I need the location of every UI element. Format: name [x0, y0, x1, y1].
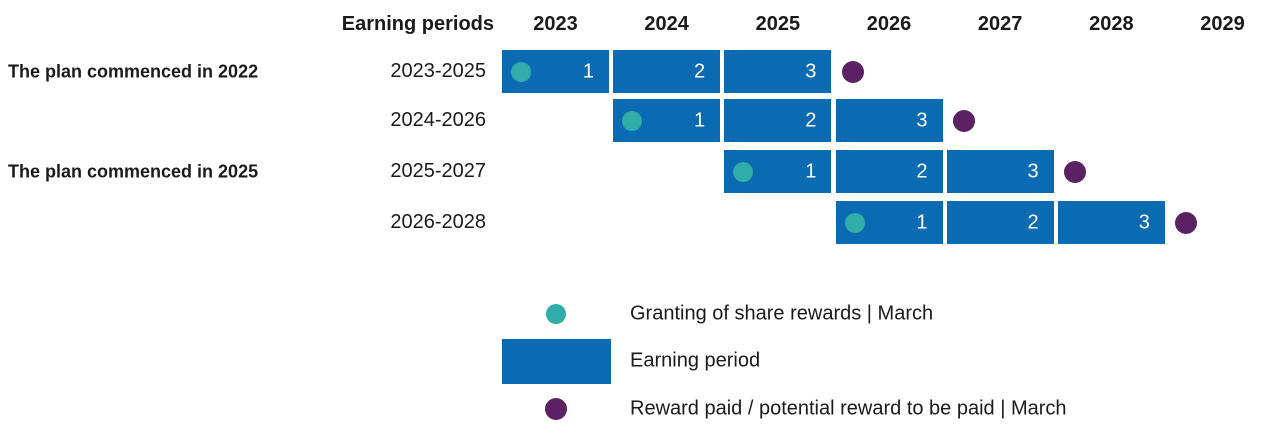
earning-bar-segment: 1 — [835, 201, 943, 244]
legend-item-label: Reward paid / potential reward to be pai… — [630, 397, 1067, 420]
year-label: 2025 — [755, 13, 801, 35]
bar-segment-number: 1 — [694, 109, 706, 131]
earning-bar-segment: 3 — [1057, 201, 1165, 244]
earning-bar-segment: 3 — [946, 150, 1054, 193]
earning-bar-segment: 2 — [724, 99, 832, 142]
legend-reward-dot-icon — [545, 398, 567, 420]
earning-bar-segment: 1 — [724, 150, 832, 193]
bar-segment-number: 3 — [1027, 160, 1039, 182]
year-label: 2029 — [1200, 13, 1245, 35]
legend-earning-bar-swatch — [502, 338, 611, 384]
bar-segment-number: 3 — [916, 109, 928, 131]
year-label: 2026 — [866, 13, 912, 35]
reward-dot-icon — [952, 109, 975, 132]
grant-dot-icon — [844, 212, 865, 233]
bar-segment-number: 3 — [805, 60, 817, 82]
period-label: 2023-2025 — [390, 60, 486, 82]
plan-group-label: The plan commenced in 2022 — [8, 61, 259, 81]
legend-item-label: Earning period — [630, 349, 761, 372]
bar-segment-number: 1 — [582, 60, 594, 82]
reward-dot-icon — [1063, 160, 1086, 183]
period-label: 2026-2028 — [390, 211, 486, 233]
legend-item-label: Granting of share rewards | March — [630, 302, 934, 325]
bar-segment-number: 1 — [916, 211, 928, 233]
grant-dot-icon — [511, 61, 531, 82]
earning-bar-segment: 3 — [724, 50, 832, 93]
bar-segment-number: 2 — [805, 109, 817, 131]
earning-bar-segment: 1 — [613, 99, 721, 142]
period-label: 2025-2027 — [390, 160, 486, 182]
earning-bar-segment: 2 — [946, 201, 1054, 244]
earning-bar-segment: 2 — [613, 50, 721, 93]
earning-bar-segment: 2 — [835, 150, 943, 193]
plan-group-label: The plan commenced in 2025 — [8, 161, 259, 181]
legend-grant-dot-icon — [546, 304, 566, 324]
period-label: 2024-2026 — [390, 109, 486, 131]
bar-segment-number: 2 — [1027, 211, 1039, 233]
reward-dot-icon — [841, 60, 864, 83]
year-label: 2028 — [1089, 13, 1134, 35]
bar-segment-number: 2 — [916, 160, 928, 182]
year-label: 2024 — [644, 13, 689, 35]
earning-periods-header: Earning periods — [341, 13, 494, 35]
grant-dot-icon — [622, 110, 643, 131]
bar-segment-number: 3 — [1138, 211, 1150, 233]
year-label: 2027 — [977, 13, 1023, 35]
bar-segment-number: 1 — [805, 160, 817, 182]
year-label: 2023 — [533, 13, 578, 35]
earning-bar-segment: 1 — [502, 50, 609, 93]
bar-segment-number: 2 — [694, 60, 706, 82]
reward-dot-icon — [1175, 211, 1198, 234]
earning-bar-segment: 3 — [835, 99, 943, 142]
grant-dot-icon — [733, 161, 754, 182]
